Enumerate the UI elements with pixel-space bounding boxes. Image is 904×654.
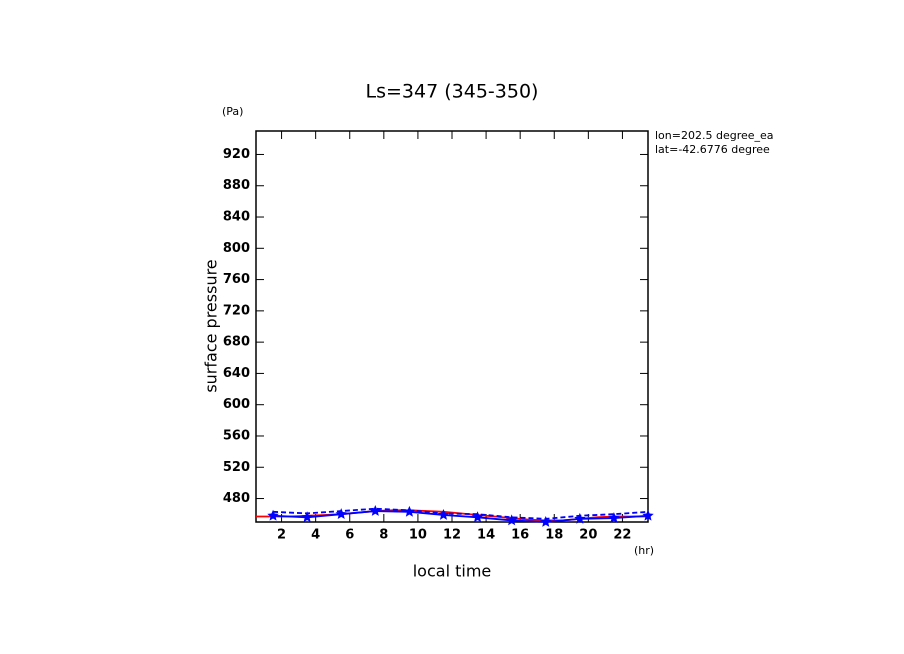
marker: [369, 505, 382, 516]
y-tick-label: 480: [223, 491, 250, 506]
x-tick-label: 8: [379, 528, 388, 543]
x-tick-label: 16: [511, 528, 529, 543]
marker: [574, 512, 586, 524]
chart-title: Ls=347 (345-350): [366, 81, 539, 103]
marker: [505, 514, 518, 526]
series-line: [273, 510, 649, 523]
x-tick-label: 18: [545, 528, 563, 543]
x-unit: (hr): [634, 544, 654, 557]
annotation: lat=-42.6776 degree: [655, 143, 770, 156]
y-tick-label: 840: [223, 210, 250, 225]
marker: [471, 511, 484, 523]
x-tick-label: 4: [311, 528, 320, 543]
y-tick-label: 680: [223, 335, 250, 350]
y-tick-label: 720: [223, 303, 250, 318]
series-line: [273, 507, 649, 520]
y-axis-title: surface pressure: [202, 259, 221, 392]
x-tick-label: 14: [477, 528, 495, 543]
marker: [437, 508, 450, 520]
marker: [301, 511, 313, 523]
marker: [642, 509, 654, 521]
plot-frame: [255, 130, 649, 523]
x-tick-label: 2: [277, 528, 286, 543]
y-tick-label: 560: [223, 428, 250, 443]
y-tick-label: 760: [223, 272, 250, 287]
y-unit: (Pa): [222, 105, 243, 118]
annotation: lon=202.5 degree_ea: [655, 129, 774, 142]
x-tick-label: 22: [613, 528, 631, 543]
x-tick-label: 12: [443, 528, 461, 543]
marker: [335, 508, 347, 520]
marker: [540, 516, 552, 527]
x-axis-title: local time: [413, 562, 492, 581]
marker: [267, 509, 279, 521]
marker: [403, 505, 416, 517]
y-tick-label: 520: [223, 460, 250, 475]
x-tick-label: 20: [579, 528, 597, 543]
y-tick-label: 640: [223, 366, 250, 381]
y-tick-label: 600: [223, 397, 250, 412]
x-tick-label: 6: [345, 528, 354, 543]
x-tick-label: 10: [409, 528, 427, 543]
y-tick-label: 800: [223, 241, 250, 256]
marker: [608, 512, 620, 523]
y-tick-label: 880: [223, 178, 250, 193]
y-tick-label: 920: [223, 147, 250, 162]
